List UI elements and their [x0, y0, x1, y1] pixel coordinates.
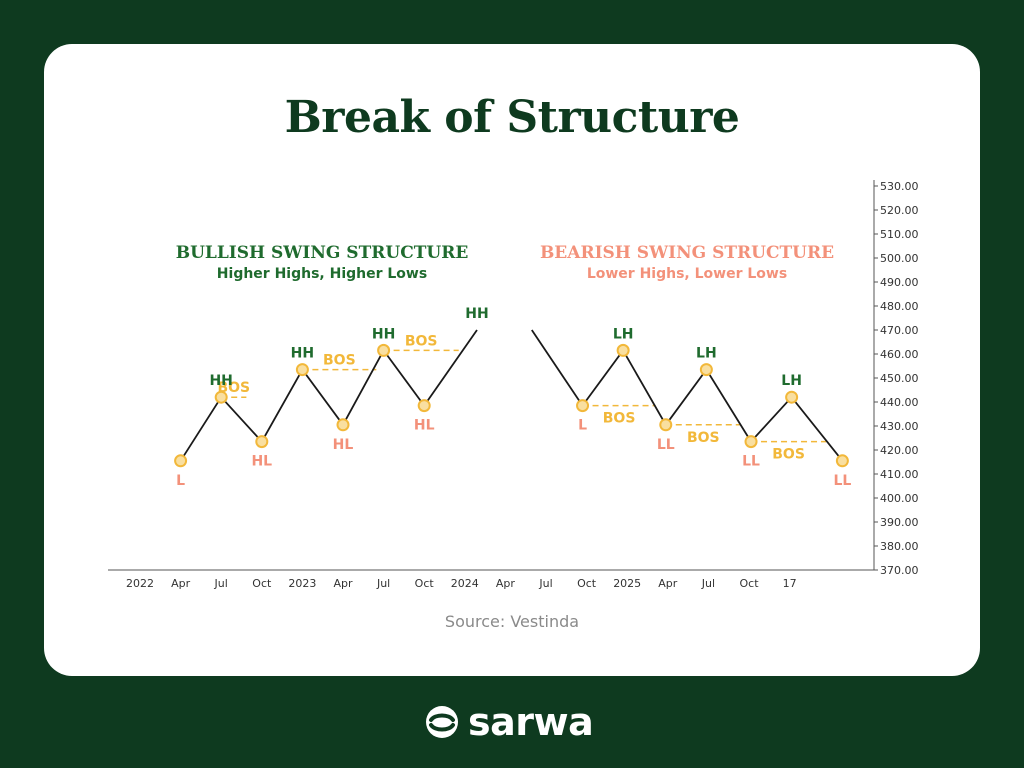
- swing-label: HH: [372, 326, 395, 342]
- x-tick-label: Oct: [252, 577, 272, 590]
- swing-point-marker: [377, 343, 391, 357]
- y-tick-label: 430.00: [880, 420, 919, 433]
- y-tick-label: 450.00: [880, 372, 919, 385]
- x-tick-label: Apr: [171, 577, 191, 590]
- x-tick-label: 2023: [288, 577, 316, 590]
- y-tick-label: 480.00: [880, 300, 919, 313]
- swing-label: LL: [742, 454, 760, 470]
- section-headings: BULLISH SWING STRUCTURE Higher Highs, Hig…: [176, 243, 834, 282]
- y-tick-label: 520.00: [880, 204, 919, 217]
- y-tick-label: 420.00: [880, 444, 919, 457]
- y-tick-label: 400.00: [880, 492, 919, 505]
- swing-label: L: [176, 473, 185, 489]
- y-tick-label: 500.00: [880, 252, 919, 265]
- bos-lines: BOS BOS BOS BOS BOS BOS: [217, 333, 827, 463]
- y-tick-label: 440.00: [880, 396, 919, 409]
- x-tick-label: Oct: [415, 577, 435, 590]
- bearish-subheading: Lower Highs, Lower Lows: [587, 266, 787, 282]
- x-tick-label: Apr: [333, 577, 353, 590]
- x-tick-label: 2024: [451, 577, 479, 590]
- swing-label: HH: [465, 306, 488, 322]
- swing-point-marker: [744, 435, 758, 449]
- y-tick-label: 390.00: [880, 516, 919, 529]
- chart-card: [44, 44, 980, 676]
- y-tick-label: 410.00: [880, 468, 919, 481]
- page-title: Break of Structure: [284, 92, 740, 143]
- swing-label: LH: [696, 346, 717, 362]
- bos-label: BOS: [217, 380, 250, 396]
- y-tick-label: 510.00: [880, 228, 919, 241]
- y-tick-label: 460.00: [880, 348, 919, 361]
- x-tick-label: Jul: [701, 577, 715, 590]
- swing-point-marker: [659, 418, 673, 432]
- y-tick-label: 470.00: [880, 324, 919, 337]
- source-caption: Source: Vestinda: [445, 612, 579, 631]
- x-tick-label: Jul: [538, 577, 552, 590]
- swing-point-marker: [295, 363, 309, 377]
- x-tick-label: 17: [783, 577, 797, 590]
- swing-label: L: [578, 418, 587, 434]
- swing-label: HH: [209, 373, 232, 389]
- x-tick-label: Oct: [739, 577, 759, 590]
- swing-point-marker: [785, 390, 799, 404]
- x-tick-label: 2025: [613, 577, 641, 590]
- swing-point-marker: [255, 435, 269, 449]
- swing-point-marker: [616, 343, 630, 357]
- bullish-series-line: [179, 329, 478, 462]
- brand-name: sarwa: [468, 700, 594, 744]
- swing-point-marker: [214, 390, 228, 404]
- swing-point-marker: [835, 454, 849, 468]
- chart-axes: 370.00 380.00 390.00 400.00 410.00 420.00 430.…: [108, 180, 919, 590]
- bos-label: BOS: [323, 353, 356, 369]
- x-tick-label: Apr: [496, 577, 516, 590]
- bos-label: BOS: [405, 333, 438, 349]
- swing-point-marker: [699, 363, 713, 377]
- y-tick-label: 530.00: [880, 180, 919, 193]
- brand-logo: sarwa: [424, 700, 594, 744]
- swing-label: LL: [833, 473, 851, 489]
- y-tick-label: 370.00: [880, 564, 919, 577]
- x-tick-label: Jul: [376, 577, 390, 590]
- bos-label: BOS: [603, 411, 636, 427]
- swing-point-marker: [417, 399, 431, 413]
- bos-label: BOS: [772, 447, 805, 463]
- swing-markers: [174, 343, 849, 468]
- x-tick-label: Oct: [577, 577, 597, 590]
- swing-point-marker: [174, 454, 188, 468]
- bearish-heading: BEARISH SWING STRUCTURE: [540, 243, 834, 263]
- sarwa-logo-icon: [426, 706, 458, 738]
- swing-label: HL: [414, 418, 435, 434]
- x-tick-label: Apr: [658, 577, 678, 590]
- swing-label: HL: [251, 454, 272, 470]
- bullish-heading: BULLISH SWING STRUCTURE: [176, 243, 469, 263]
- y-tick-label: 490.00: [880, 276, 919, 289]
- y-tick-label: 380.00: [880, 540, 919, 553]
- swing-label: HL: [333, 437, 354, 453]
- bos-label: BOS: [687, 430, 720, 446]
- bullish-subheading: Higher Highs, Higher Lows: [217, 266, 427, 282]
- swing-label: LH: [781, 373, 802, 389]
- swing-label: LL: [657, 437, 675, 453]
- bearish-series-line: [531, 329, 844, 462]
- swing-label: HH: [291, 346, 314, 362]
- swing-point-marker: [336, 418, 350, 432]
- swing-point-marker: [576, 399, 590, 413]
- swing-label: LH: [613, 326, 634, 342]
- x-tick-label: 2022: [126, 577, 154, 590]
- price-series: [179, 329, 844, 462]
- x-tick-label: Jul: [214, 577, 228, 590]
